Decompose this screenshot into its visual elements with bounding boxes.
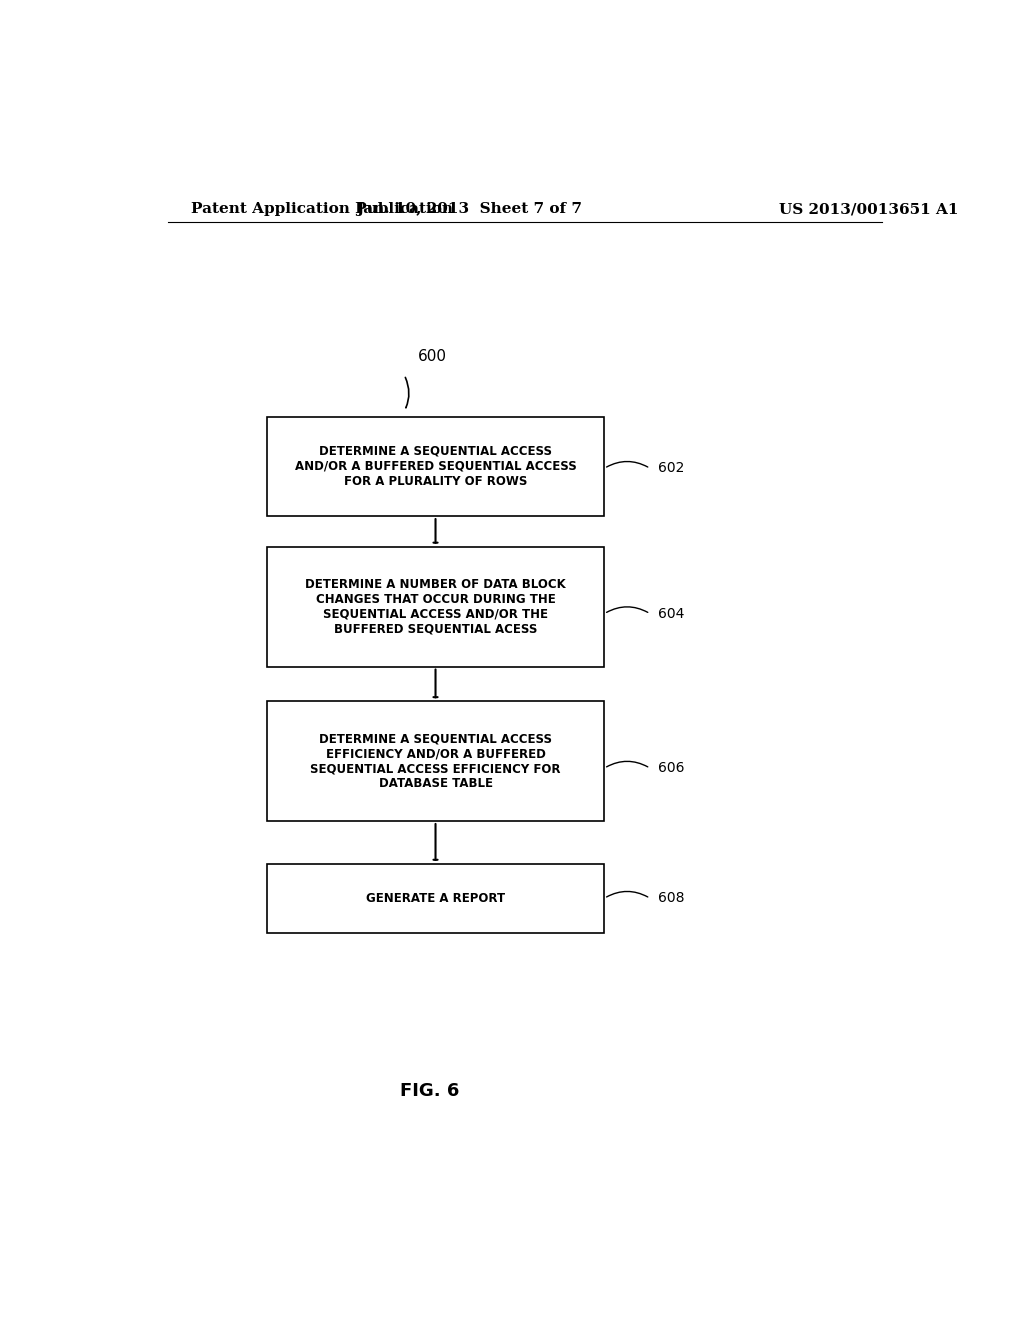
FancyBboxPatch shape	[267, 546, 604, 667]
Text: 608: 608	[658, 891, 685, 906]
FancyBboxPatch shape	[267, 701, 604, 821]
Text: DETERMINE A SEQUENTIAL ACCESS
EFFICIENCY AND/OR A BUFFERED
SEQUENTIAL ACCESS EFF: DETERMINE A SEQUENTIAL ACCESS EFFICIENCY…	[310, 733, 561, 791]
Text: FIG. 6: FIG. 6	[400, 1082, 459, 1101]
Text: 606: 606	[658, 762, 685, 775]
FancyArrowPatch shape	[606, 462, 648, 467]
FancyArrowPatch shape	[606, 891, 648, 898]
Text: US 2013/0013651 A1: US 2013/0013651 A1	[778, 202, 958, 216]
Text: DETERMINE A SEQUENTIAL ACCESS
AND/OR A BUFFERED SEQUENTIAL ACCESS
FOR A PLURALIT: DETERMINE A SEQUENTIAL ACCESS AND/OR A B…	[295, 445, 577, 488]
Text: GENERATE A REPORT: GENERATE A REPORT	[366, 892, 505, 904]
Text: 602: 602	[658, 462, 684, 475]
Text: Patent Application Publication: Patent Application Publication	[191, 202, 454, 216]
FancyArrowPatch shape	[406, 378, 409, 408]
Text: DETERMINE A NUMBER OF DATA BLOCK
CHANGES THAT OCCUR DURING THE
SEQUENTIAL ACCESS: DETERMINE A NUMBER OF DATA BLOCK CHANGES…	[305, 578, 566, 636]
Text: 600: 600	[418, 348, 446, 364]
FancyArrowPatch shape	[606, 762, 648, 767]
FancyBboxPatch shape	[267, 417, 604, 516]
FancyBboxPatch shape	[267, 863, 604, 933]
FancyArrowPatch shape	[606, 607, 648, 612]
Text: 604: 604	[658, 607, 684, 620]
Text: Jan. 10, 2013  Sheet 7 of 7: Jan. 10, 2013 Sheet 7 of 7	[356, 202, 583, 216]
